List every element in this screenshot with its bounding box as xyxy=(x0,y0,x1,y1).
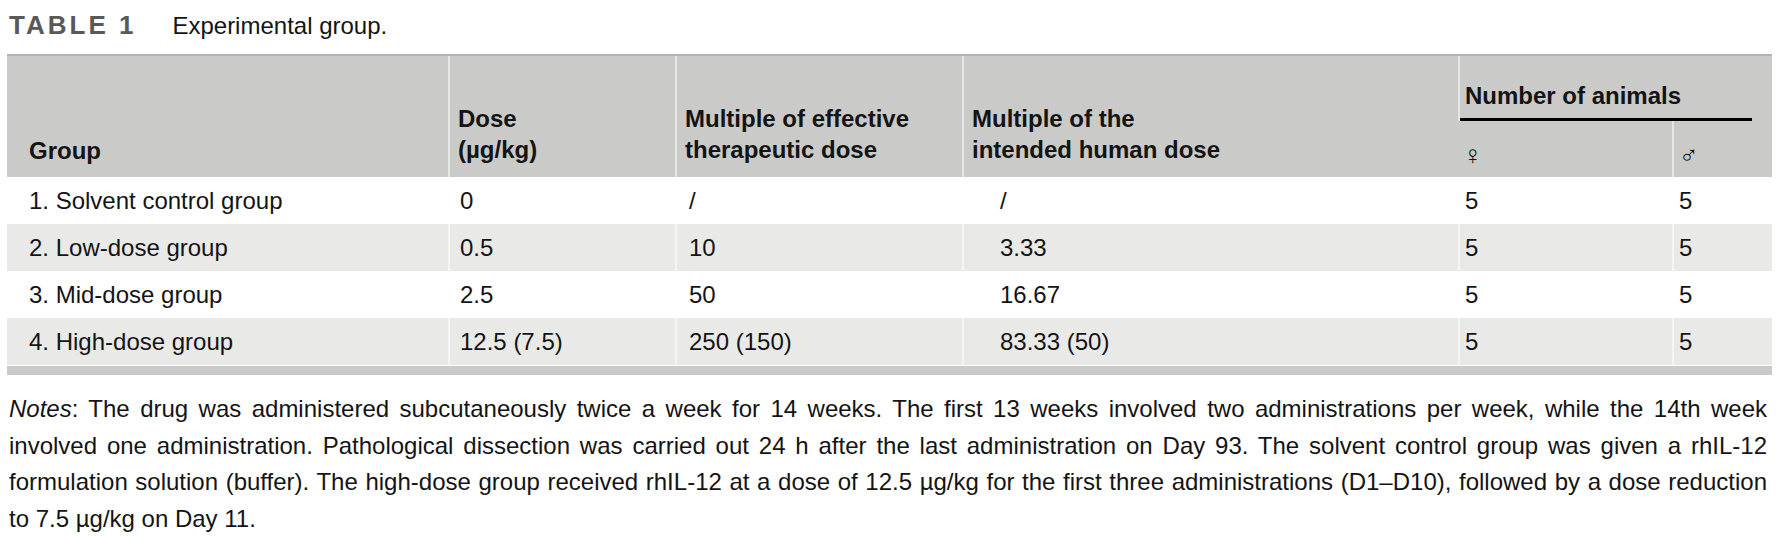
table-row: 1. Solvent control group0//55 xyxy=(7,177,1772,224)
table-title-row: TABLE 1 Experimental group. xyxy=(9,10,1780,41)
cell-multiple-effective: / xyxy=(675,177,962,224)
column-header-group: Group xyxy=(7,56,448,177)
column-header-multiple-effective-label: Multiple of effective therapeutic dose xyxy=(685,103,962,165)
cell-male: 5 xyxy=(1672,271,1772,318)
table-number-label: TABLE 1 xyxy=(9,10,136,41)
table-notes: Notes: The drug was administered subcuta… xyxy=(9,391,1767,536)
cell-multiple-effective: 10 xyxy=(675,224,962,271)
table-header: Group Dose (µg/kg) Multiple of effective… xyxy=(7,56,1772,177)
column-header-dose: Dose (µg/kg) xyxy=(448,56,675,177)
cell-female: 5 xyxy=(1458,177,1672,224)
cell-dose: 12.5 (7.5) xyxy=(448,318,675,365)
female-symbol: ♀ xyxy=(1458,121,1672,177)
cell-multiple-human: 16.67 xyxy=(962,271,1458,318)
column-header-multiple-human-label: Multiple of the intended human dose xyxy=(972,103,1458,165)
notes-label: Notes xyxy=(9,395,72,422)
cell-dose: 2.5 xyxy=(448,271,675,318)
table-body: 1. Solvent control group0//552. Low-dose… xyxy=(7,177,1772,365)
cell-multiple-human: / xyxy=(962,177,1458,224)
cell-group: 4. High-dose group xyxy=(7,318,448,365)
table-caption: Experimental group. xyxy=(172,12,387,40)
notes-text: : The drug was administered subcutaneous… xyxy=(9,395,1767,532)
cell-group: 3. Mid-dose group xyxy=(7,271,448,318)
cell-multiple-human: 83.33 (50) xyxy=(962,318,1458,365)
cell-multiple-human: 3.33 xyxy=(962,224,1458,271)
header-row-top: Group Dose (µg/kg) Multiple of effective… xyxy=(7,56,1772,121)
number-of-animals-label: Number of animals xyxy=(1460,72,1752,121)
cell-female: 5 xyxy=(1458,224,1672,271)
table-row: 3. Mid-dose group2.55016.6755 xyxy=(7,271,1772,318)
column-header-multiple-effective: Multiple of effective therapeutic dose xyxy=(675,56,962,177)
cell-multiple-effective: 250 (150) xyxy=(675,318,962,365)
cell-male: 5 xyxy=(1672,177,1772,224)
cell-male: 5 xyxy=(1672,318,1772,365)
cell-group: 1. Solvent control group xyxy=(7,177,448,224)
experimental-group-table: Group Dose (µg/kg) Multiple of effective… xyxy=(7,54,1772,365)
column-header-dose-label: Dose (µg/kg) xyxy=(458,103,675,165)
table-bottom-border xyxy=(7,366,1772,375)
cell-dose: 0.5 xyxy=(448,224,675,271)
cell-multiple-effective: 50 xyxy=(675,271,962,318)
cell-dose: 0 xyxy=(448,177,675,224)
cell-female: 5 xyxy=(1458,318,1672,365)
paper-table-figure: TABLE 1 Experimental group. Group Dose (… xyxy=(0,10,1780,536)
table-row: 4. High-dose group12.5 (7.5)250 (150)83.… xyxy=(7,318,1772,365)
table-row: 2. Low-dose group0.5103.3355 xyxy=(7,224,1772,271)
column-header-group-label: Group xyxy=(29,137,101,164)
male-symbol: ♂ xyxy=(1672,121,1772,177)
cell-male: 5 xyxy=(1672,224,1772,271)
cell-group: 2. Low-dose group xyxy=(7,224,448,271)
column-group-number-of-animals: Number of animals xyxy=(1458,56,1772,121)
cell-female: 5 xyxy=(1458,271,1672,318)
column-header-multiple-human: Multiple of the intended human dose xyxy=(962,56,1458,177)
